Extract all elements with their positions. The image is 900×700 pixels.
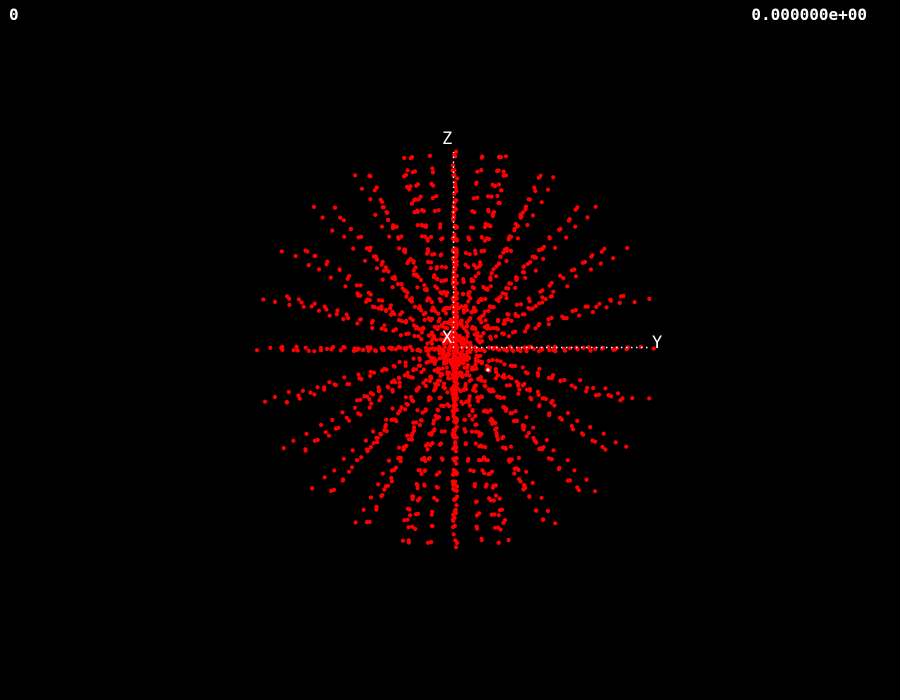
highlight-particle	[486, 368, 490, 372]
axis-label-z: Z	[442, 129, 453, 149]
axis-label-y: Y	[652, 333, 663, 353]
particles	[254, 149, 656, 550]
hud-step-counter: 0	[9, 5, 19, 24]
axis-label-x: X	[442, 328, 453, 348]
hud-time-readout: 0.000000e+00	[751, 5, 867, 24]
